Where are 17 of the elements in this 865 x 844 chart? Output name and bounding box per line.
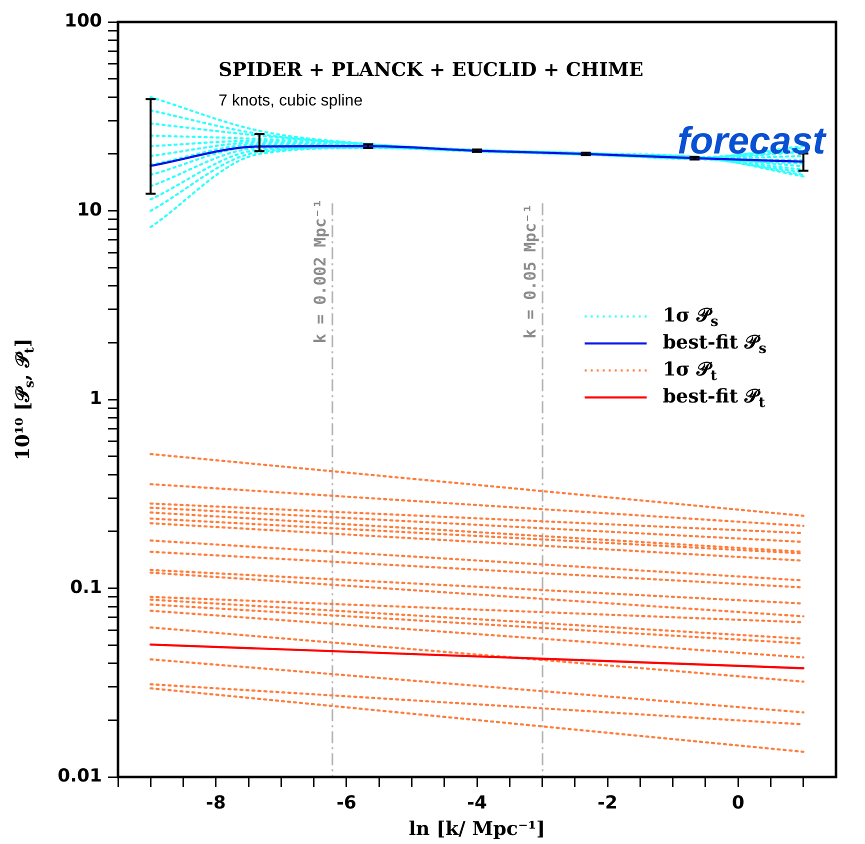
x-tick-label: 0 [732, 792, 744, 814]
x-tick-label: -2 [598, 792, 618, 814]
x-tick-label: -4 [467, 792, 487, 814]
annotation: SPIDER + PLANCK + EUCLID + CHIME [218, 59, 644, 82]
annotation: 7 knots, cubic spline [218, 92, 363, 110]
annotation: k = 0.05 Mpc⁻¹ [520, 204, 540, 339]
y-axis-title: 10¹⁰ [𝒫s, 𝒫t] [12, 338, 38, 461]
y-tick-label: 0.1 [70, 576, 102, 598]
x-tick-label: -6 [336, 792, 356, 814]
y-tick-label: 10 [76, 199, 102, 220]
y-tick-label: 1 [89, 388, 102, 410]
x-axis-title: ln [k/ Mpc⁻¹] [408, 818, 546, 840]
annotation: forecast [677, 120, 827, 162]
y-tick-label: 0.01 [58, 766, 102, 787]
x-tick-label: -8 [206, 792, 226, 814]
annotation: k = 0.002 Mpc⁻¹ [310, 198, 330, 344]
y-tick-label: 100 [64, 10, 102, 32]
